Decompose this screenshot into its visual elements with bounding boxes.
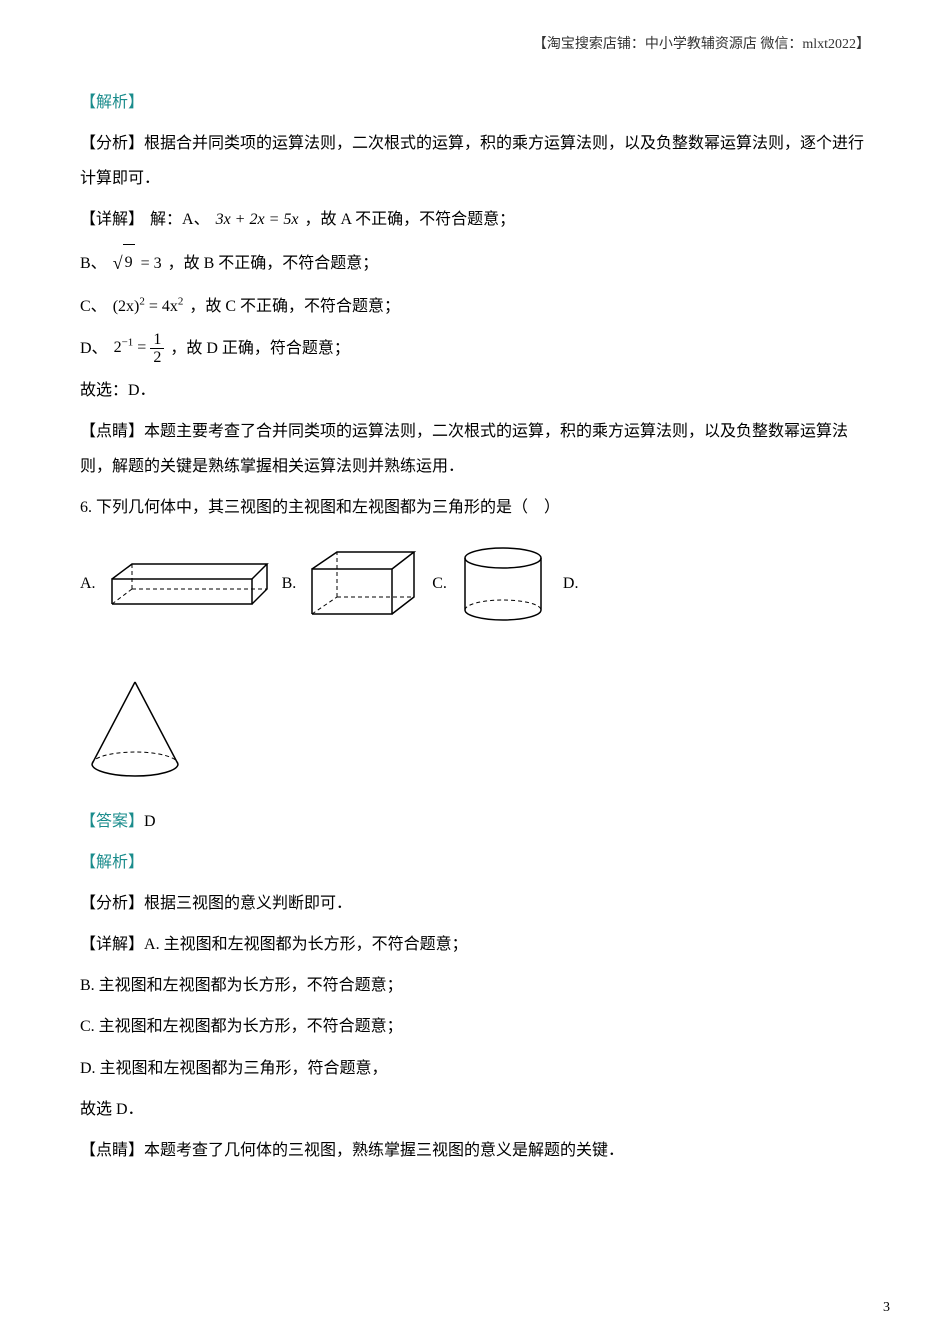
option-A: A.: [80, 554, 272, 614]
D-prefix: D、: [80, 331, 108, 366]
fenxi-1: 【分析】根据合并同类项的运算法则，二次根式的运算，积的乘方运算法则，以及负整数幂…: [80, 126, 870, 196]
q6-detD: D. 主视图和左视图都为三角形，符合题意，: [80, 1051, 870, 1086]
opt-A-label: A.: [80, 566, 96, 601]
q6-options: A. B. C.: [80, 544, 870, 624]
fraction-icon: 1 2: [150, 331, 164, 367]
cone-icon: [80, 674, 190, 784]
q6-answer: 【答案】D: [80, 804, 870, 839]
cuboid-long-icon: [102, 554, 272, 614]
opt-B-label: B.: [282, 566, 297, 601]
jiexi-label-2: 【解析】: [80, 845, 870, 880]
sqrt-icon: √9: [113, 244, 135, 284]
cylinder-icon: [453, 544, 553, 624]
C-suffix: ，故 C 不正确，不符合题意；: [189, 289, 400, 324]
header-watermark: 【淘宝搜索店铺：中小学教辅资源店 微信：mlxt2022】: [80, 30, 870, 61]
D-suffix: ，故 D 正确，符合题意；: [170, 331, 350, 366]
q6-detA: 【详解】A. 主视图和左视图都为长方形，不符合题意；: [80, 927, 870, 962]
dianjing-1: 【点睛】本题主要考查了合并同类项的运算法则，二次根式的运算，积的乘方运算法则，以…: [80, 414, 870, 484]
option-C: C.: [432, 544, 553, 624]
detail-D: D、 2−1 = 1 2 ，故 D 正确，符合题意；: [80, 330, 870, 366]
detA-text: A. 主视图和左视图都为长方形，不符合题意；: [144, 936, 468, 953]
q6-fenxi: 【分析】根据三视图的意义判断即可．: [80, 886, 870, 921]
option-D: D.: [563, 566, 579, 601]
fenxi-label: 【分析】: [80, 135, 144, 152]
eqC: (2x)2 = 4x2: [113, 289, 184, 324]
option-B: B.: [282, 544, 423, 624]
guxuan-1: 故选：D．: [80, 373, 870, 408]
q6-guxuan: 故选 D．: [80, 1092, 870, 1127]
A-suffix: ，故 A 不正确，不符合题意；: [304, 202, 515, 237]
dianjing-text-2: 本题考查了几何体的三视图，熟练掌握三视图的意义是解题的关键．: [144, 1142, 624, 1159]
A-prefix: 解：A、: [150, 202, 210, 237]
fenxi-text-2: 根据三视图的意义判断即可．: [144, 895, 352, 912]
fenxi-text: 根据合并同类项的运算法则，二次根式的运算，积的乘方运算法则，以及负整数幂运算法则…: [80, 135, 864, 187]
dianjing-label-2: 【点睛】: [80, 1142, 144, 1159]
jiexi-label-1: 【解析】: [80, 85, 870, 120]
fenxi-label-2: 【分析】: [80, 895, 144, 912]
dianjing-label: 【点睛】: [80, 423, 144, 440]
dianjing-text: 本题主要考查了合并同类项的运算法则，二次根式的运算，积的乘方运算法则，以及负整数…: [80, 423, 848, 475]
opt-D-label: D.: [563, 566, 579, 601]
detail-C: C、 (2x)2 = 4x2 ，故 C 不正确，不符合题意；: [80, 289, 870, 324]
eqD: 2−1 = 1 2: [114, 330, 165, 366]
opt-C-label: C.: [432, 566, 447, 601]
q6-dianjing: 【点睛】本题考查了几何体的三视图，熟练掌握三视图的意义是解题的关键．: [80, 1133, 870, 1168]
answer-value: D: [144, 813, 156, 830]
B-prefix: B、: [80, 246, 107, 281]
C-prefix: C、: [80, 289, 107, 324]
cube-icon: [302, 544, 422, 624]
cone-figure: [80, 674, 870, 784]
xiangjie-label-2: 【详解】: [80, 936, 144, 953]
eq-A: 3x + 2x = 5x: [216, 202, 299, 237]
detail-A: 【详解】解：A、 3x + 2x = 5x ，故 A 不正确，不符合题意；: [80, 202, 870, 237]
q6-detB: B. 主视图和左视图都为长方形，不符合题意；: [80, 968, 870, 1003]
q6-stem: 6. 下列几何体中，其三视图的主视图和左视图都为三角形的是（ ）: [80, 490, 870, 525]
answer-label: 【答案】: [80, 813, 144, 830]
xiangjie-label: 【详解】: [80, 202, 144, 237]
page-number: 3: [883, 1293, 890, 1324]
detail-B: B、 √9 = 3 ，故 B 不正确，不符合题意；: [80, 244, 870, 284]
eqB-rhs: = 3: [141, 246, 162, 281]
B-suffix: ，故 B 不正确，不符合题意；: [168, 246, 379, 281]
q6-detC: C. 主视图和左视图都为长方形，不符合题意；: [80, 1009, 870, 1044]
